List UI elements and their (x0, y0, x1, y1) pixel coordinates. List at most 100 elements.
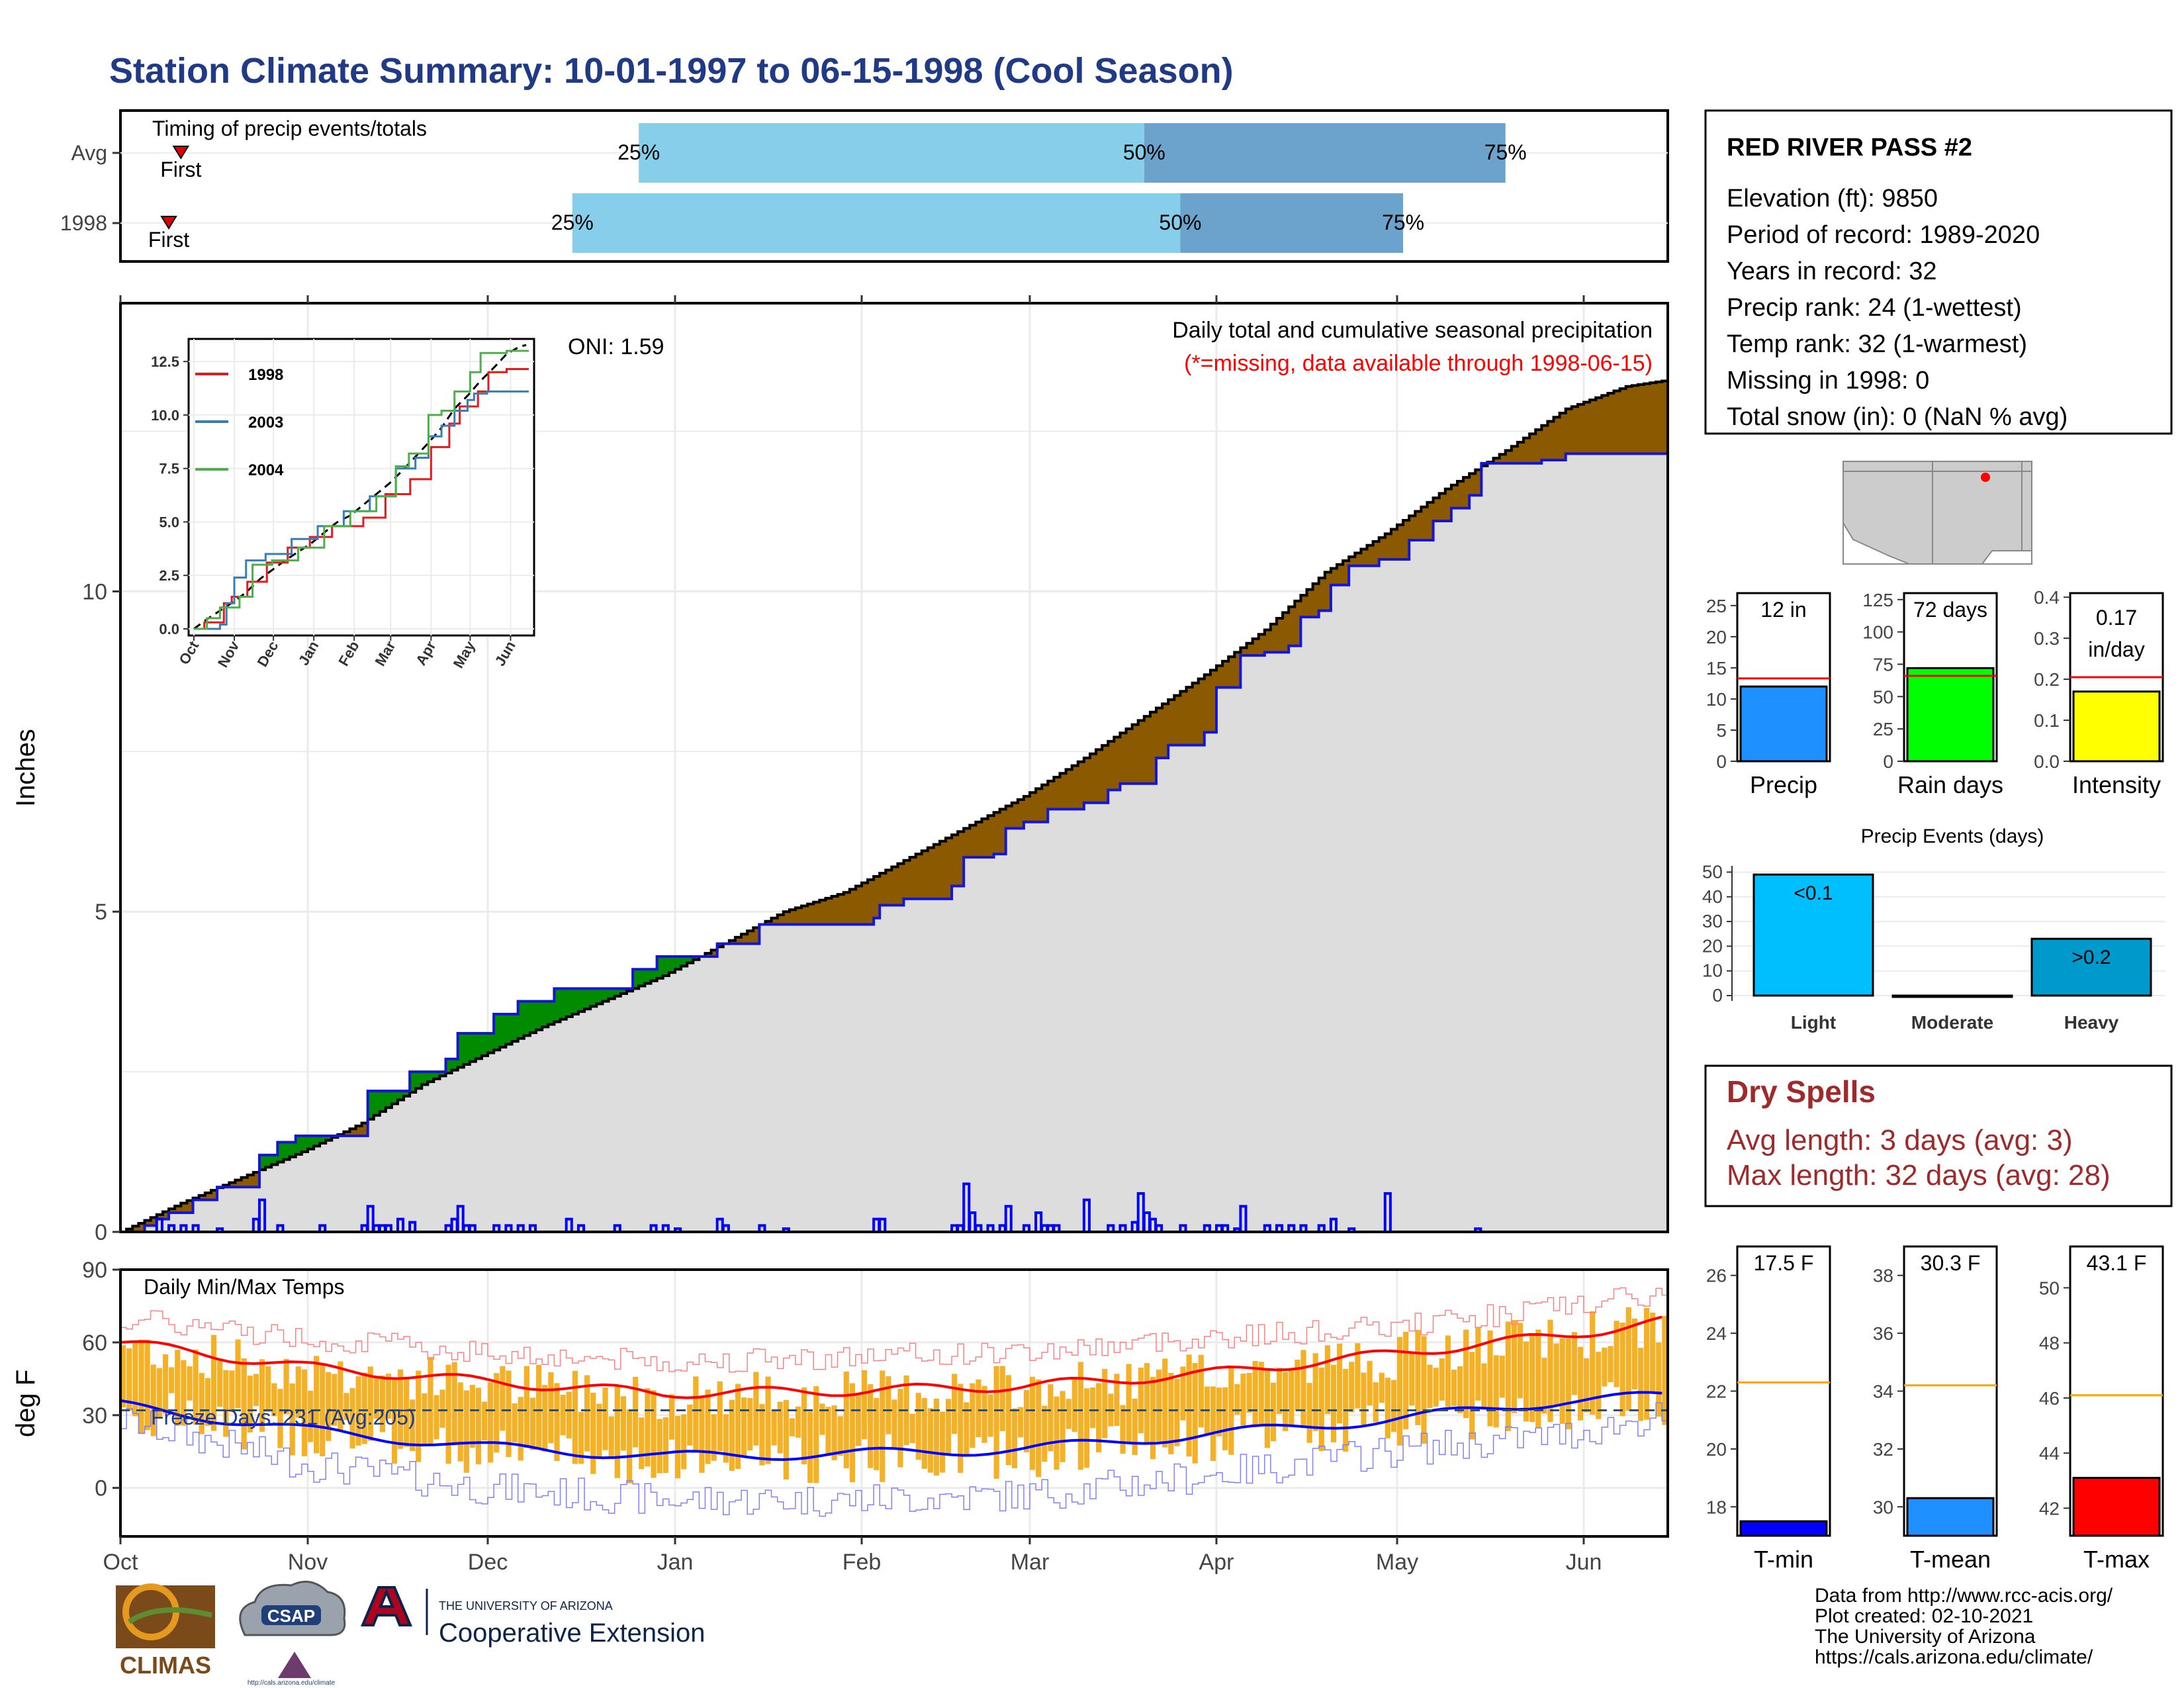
daily-temp-bar (1379, 1372, 1385, 1403)
timing-bar-25-50 (572, 193, 1181, 253)
total-panel-tick-label: 25 (1706, 596, 1727, 616)
daily-temp-bar (1144, 1363, 1150, 1444)
daily-temp-bar (1077, 1362, 1083, 1470)
month-label: Jan (657, 1550, 694, 1575)
daily-temp-bar (428, 1356, 433, 1446)
temperature-y-tick-label: 90 (82, 1258, 107, 1283)
daily-temp-bar (958, 1383, 964, 1474)
daily-temp-bar (1277, 1368, 1283, 1414)
total-panel-tick-label: 75 (1873, 654, 1893, 675)
daily-temp-bar (1289, 1368, 1295, 1425)
inset-legend-label: 1998 (248, 366, 283, 384)
daily-temp-bar (909, 1413, 915, 1444)
daily-temp-bar (608, 1416, 614, 1459)
daily-temp-bar (675, 1415, 681, 1479)
daily-temp-bar (1529, 1335, 1535, 1423)
daily-temp-bar (987, 1394, 993, 1437)
daily-temp-bar (970, 1383, 976, 1448)
total-panel-name: Precip (1750, 771, 1817, 798)
daily-temp-bar (223, 1370, 229, 1437)
average-max-temp-line (120, 1315, 1662, 1399)
month-label: Oct (103, 1550, 138, 1575)
daily-precip-bar (257, 1198, 267, 1234)
daily-temp-bar (1409, 1352, 1415, 1406)
daily-temp-bar (915, 1393, 921, 1460)
total-panel-tick-label: 18 (1706, 1497, 1727, 1517)
daily-temp-bar (1541, 1358, 1547, 1414)
daily-temp-bar (536, 1364, 542, 1450)
timing-first-marker (172, 146, 190, 160)
cumulative-y-axis: 0 5 10 (82, 579, 120, 1245)
timing-first-label: First (148, 228, 189, 252)
total-panel-name: Intensity (2072, 771, 2161, 798)
total-panel-value-label: 30.3 F (1921, 1251, 1981, 1275)
daily-temp-bar (1114, 1374, 1120, 1426)
daily-temp-bar (668, 1394, 675, 1440)
daily-temp-bar (500, 1366, 506, 1431)
daily-temp-bar (633, 1376, 639, 1448)
total-panel-tick-label: 48 (2039, 1333, 2060, 1354)
daily-temp-bar (855, 1392, 862, 1446)
daily-temp-bar (825, 1407, 831, 1456)
daily-temp-bar (1650, 1312, 1656, 1394)
daily-precip-bar (366, 1205, 375, 1233)
daily-temp-bar (813, 1386, 819, 1483)
inset-average-line (193, 344, 527, 630)
daily-temp-bar (596, 1403, 602, 1457)
daily-temp-bar (314, 1356, 320, 1454)
daily-precip-bar (1239, 1205, 1248, 1233)
daily-temp-bar (523, 1366, 529, 1448)
daily-temp-bar (880, 1370, 886, 1482)
total-panel-tick-label: 15 (1706, 658, 1727, 679)
timing-panel: Timing of precip events/totals 25% 50% 75%… (60, 109, 1947, 263)
total-panel-value-label: 0.17 (2096, 606, 2137, 630)
daily-precip-bar (1004, 1205, 1013, 1233)
daily-precip-bars (155, 1182, 1482, 1234)
daily-temp-bar (120, 1345, 126, 1408)
daily-temp-bar (1198, 1354, 1204, 1428)
total-panel-tick-label: 38 (1873, 1266, 1893, 1286)
daily-temp-bar (1264, 1368, 1270, 1448)
station-name: RED RIVER PASS #2 (1727, 134, 1972, 162)
inset-legend-label: 2004 (248, 461, 284, 479)
daily-temp-bar (1403, 1331, 1409, 1430)
footer-line: The University of Arizona (1815, 1626, 2036, 1648)
station-lines: Elevation (ft): 9850 Period of record: 19… (1727, 185, 2068, 431)
daily-temp-bar (1349, 1362, 1355, 1413)
daily-temp-bar (771, 1410, 777, 1446)
daily-temp-bar (1535, 1329, 1541, 1428)
daily-temp-bar (247, 1376, 253, 1432)
daily-temp-bar (1499, 1355, 1505, 1398)
daily-temp-bar (747, 1398, 753, 1451)
precip-events-tick-label: 20 (1702, 935, 1723, 956)
total-panel-value-label: 43.1 F (2087, 1251, 2147, 1275)
daily-temp-bar (1138, 1367, 1144, 1434)
precip-events-bar (2030, 937, 2152, 997)
daily-temp-bar (1005, 1375, 1011, 1466)
daily-temp-bar (952, 1374, 958, 1434)
timing-bar-50-75 (1144, 123, 1506, 183)
daily-temp-bar (1475, 1327, 1481, 1401)
daily-temp-bar (1517, 1323, 1524, 1399)
daily-temp-bar (229, 1370, 235, 1412)
daily-temp-bar (1011, 1408, 1017, 1469)
daily-temp-bar (1602, 1347, 1608, 1387)
daily-temp-bar (777, 1401, 783, 1454)
ua-cooperative-extension-logo: THE UNIVERSITY OF ARIZONA Cooperative Ex… (360, 1586, 705, 1648)
temperature-lines (120, 1287, 1668, 1517)
daily-temp-bar (1186, 1354, 1192, 1457)
daily-temp-bar (169, 1367, 175, 1393)
daily-temp-bar (1283, 1372, 1289, 1431)
station-info-line: Period of record: 1989-2020 (1727, 221, 2040, 249)
daily-temp-bar (1553, 1343, 1559, 1405)
total-panel-frame (1736, 1245, 1831, 1537)
daily-temp-bar (819, 1403, 825, 1435)
csap-url: http://cals.arizona.edu/climate (248, 1679, 336, 1687)
daily-temp-bar (1584, 1358, 1590, 1413)
total-panel-tick-label: 32 (1873, 1439, 1893, 1460)
daily-temp-bar (651, 1390, 657, 1478)
daily-temp-bar (1060, 1391, 1066, 1462)
daily-temp-bar (1469, 1352, 1475, 1440)
daily-temp-bar (1192, 1363, 1198, 1464)
daily-temp-bar (874, 1397, 880, 1470)
